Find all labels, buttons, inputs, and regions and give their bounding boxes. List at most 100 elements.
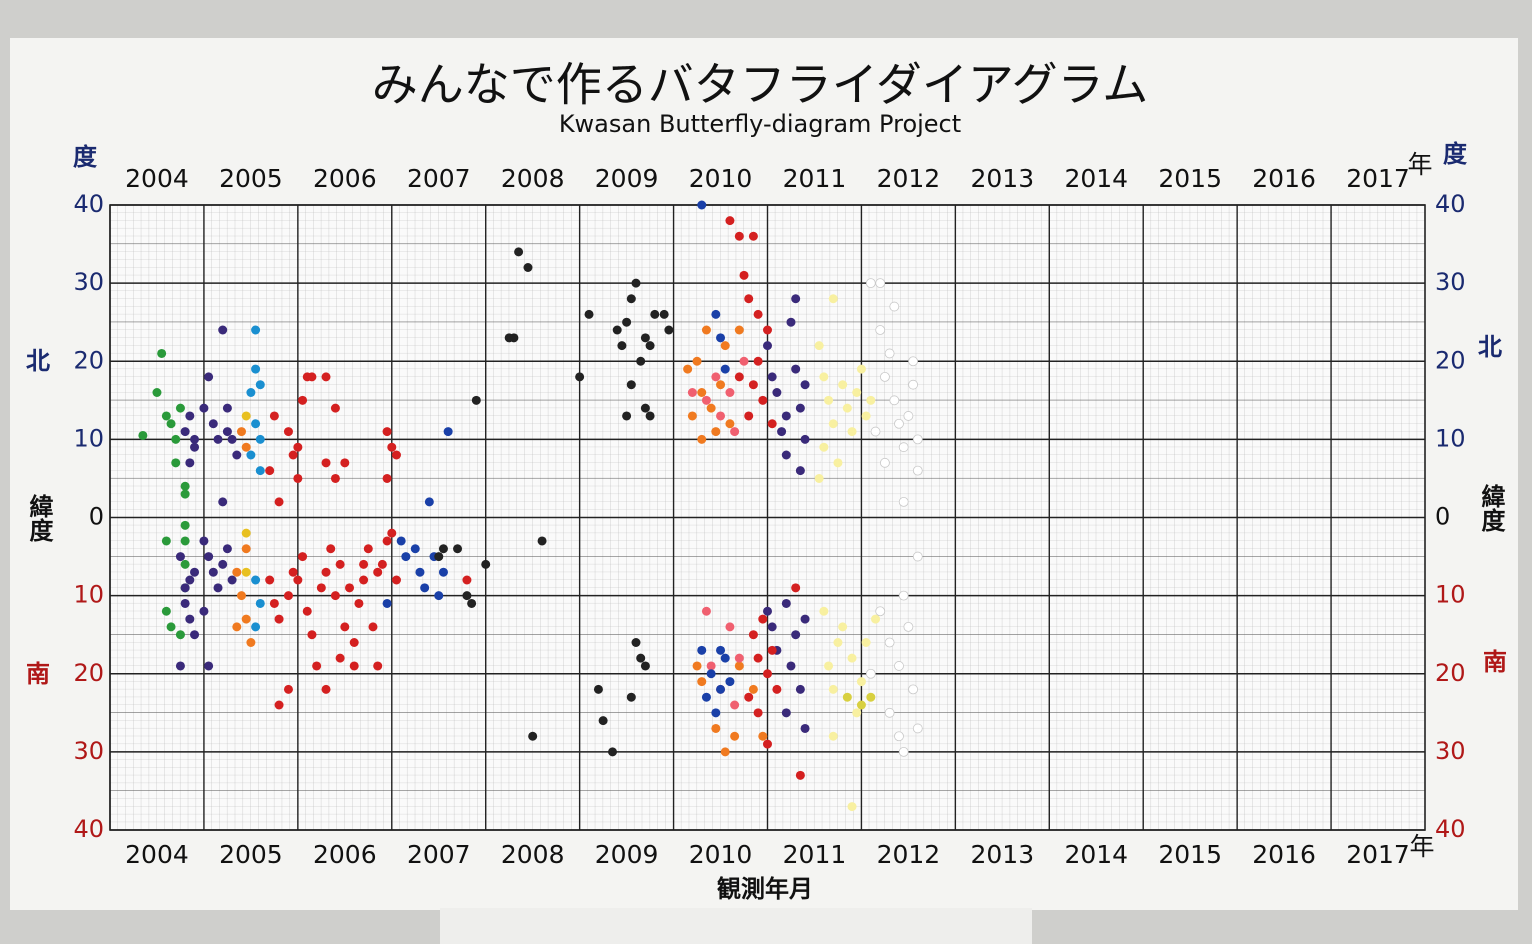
data-point	[650, 309, 660, 319]
data-point	[701, 325, 711, 335]
data-point	[833, 458, 843, 468]
data-point	[898, 442, 909, 453]
x-tick-label: 2008	[501, 840, 565, 869]
data-point	[180, 481, 190, 491]
data-point	[884, 637, 895, 648]
y-tick-label: 0	[89, 503, 104, 531]
y-unit: 度	[73, 143, 98, 171]
data-point	[903, 411, 914, 421]
data-point	[842, 403, 852, 413]
data-point	[828, 731, 838, 741]
data-point	[330, 473, 340, 483]
data-point	[307, 630, 317, 640]
north-label: 北	[26, 347, 50, 375]
data-point	[716, 645, 726, 655]
data-point	[819, 606, 829, 616]
series	[265, 216, 805, 780]
data-point	[241, 614, 251, 624]
data-point	[302, 606, 312, 616]
data-point	[838, 622, 848, 632]
x-tick-label: 2009	[595, 164, 659, 193]
x-axis-label: 観測年月	[717, 875, 813, 903]
data-point	[748, 380, 758, 390]
x-tick-label: 2012	[877, 840, 941, 869]
data-point	[706, 661, 716, 671]
data-point	[734, 653, 744, 663]
data-point	[800, 614, 810, 624]
data-point	[753, 653, 763, 663]
data-point	[204, 372, 214, 382]
data-point	[180, 536, 190, 546]
data-point	[340, 622, 350, 632]
data-point	[744, 411, 754, 421]
x-tick-label: 2010	[689, 164, 753, 193]
data-point	[204, 552, 214, 562]
data-point	[608, 747, 618, 757]
data-point	[175, 661, 185, 671]
data-point	[349, 661, 359, 671]
data-point	[382, 598, 392, 608]
data-point	[251, 419, 261, 429]
y-tick-label: 20	[73, 659, 104, 687]
data-point	[725, 388, 735, 397]
data-point	[471, 395, 481, 405]
data-point	[763, 739, 772, 749]
data-point	[734, 661, 744, 671]
series	[175, 294, 810, 733]
data-point	[180, 489, 190, 499]
data-point	[241, 567, 251, 577]
data-point	[232, 450, 242, 460]
data-point	[255, 598, 265, 608]
data-point	[687, 411, 697, 421]
data-point	[842, 692, 852, 702]
data-point	[401, 552, 411, 562]
data-point	[828, 684, 838, 694]
data-point	[763, 606, 772, 616]
data-point	[730, 427, 740, 437]
data-point	[199, 536, 209, 546]
data-point	[584, 309, 594, 319]
data-point	[814, 473, 824, 483]
data-point	[753, 309, 763, 319]
data-point	[335, 653, 345, 663]
data-point	[218, 497, 228, 507]
series	[814, 294, 881, 812]
data-point	[368, 622, 378, 632]
data-point	[391, 575, 401, 585]
data-point	[898, 496, 909, 507]
data-point	[185, 575, 195, 585]
x-tick-label: 2010	[689, 840, 753, 869]
y-tick-label: 20	[1435, 659, 1466, 687]
data-point	[199, 403, 209, 413]
y-tick-label: 40	[1435, 815, 1466, 843]
plot-frame	[109, 204, 1426, 831]
data-point	[856, 700, 866, 710]
south-label: 南	[26, 660, 50, 688]
data-point	[861, 411, 871, 421]
data-point	[208, 419, 218, 429]
data-point	[298, 552, 308, 562]
x-tick-label: 2016	[1252, 164, 1316, 193]
data-point	[824, 395, 834, 405]
latitude-label: 緯度	[1477, 483, 1505, 533]
data-point	[626, 692, 636, 702]
year-unit: 年	[1409, 832, 1434, 861]
data-point	[180, 520, 190, 530]
data-point	[213, 434, 223, 444]
data-point	[288, 450, 298, 460]
data-point	[720, 747, 730, 757]
data-point	[340, 458, 350, 468]
data-point	[636, 356, 646, 366]
data-point	[701, 692, 711, 702]
data-point	[894, 731, 904, 742]
data-point	[898, 746, 909, 757]
data-point	[523, 263, 533, 272]
data-point	[758, 614, 768, 624]
data-point	[180, 583, 190, 593]
chart-title: みんなで作るバタフライダイアグラム	[372, 58, 1148, 112]
data-point	[298, 395, 308, 405]
data-point	[753, 356, 763, 366]
y-tick-label: 30	[1435, 737, 1466, 765]
data-point	[190, 442, 200, 452]
data-point	[763, 669, 772, 679]
